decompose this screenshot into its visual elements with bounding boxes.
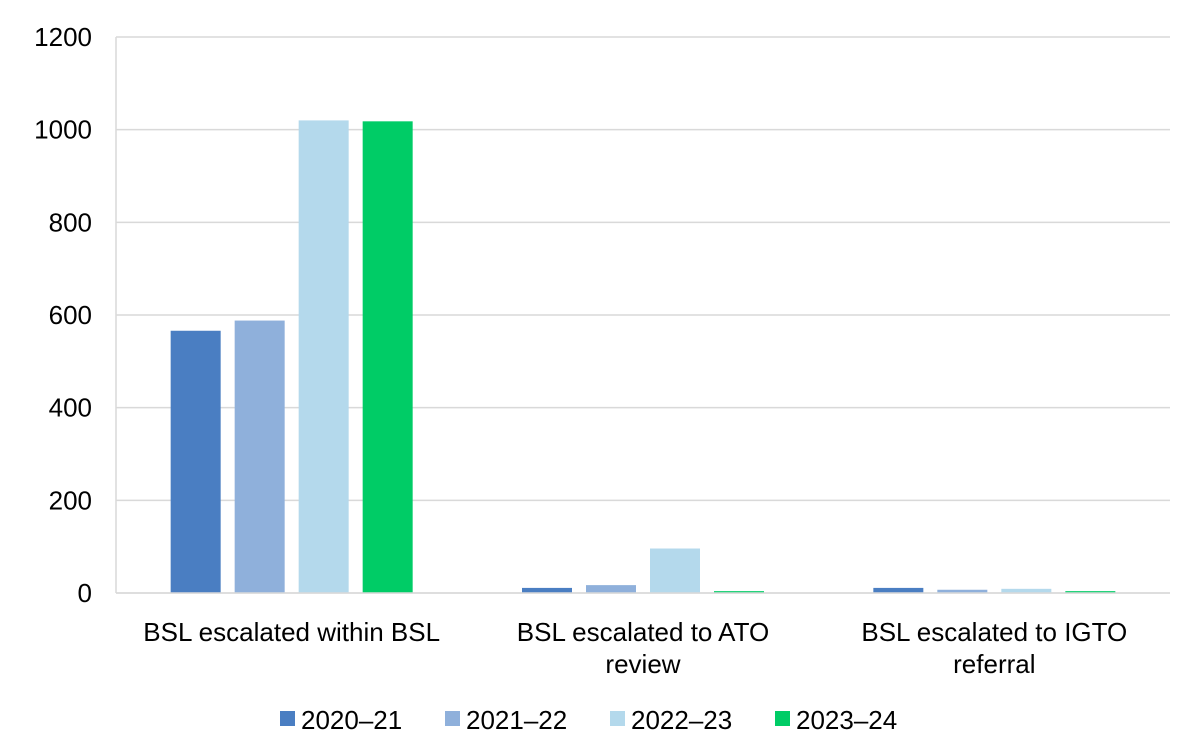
legend-swatch	[280, 711, 295, 726]
y-tick-label: 1200	[34, 22, 92, 52]
x-category-label: review	[605, 649, 680, 679]
legend: 2020–21 2021–22 2022–23 2023–24	[280, 705, 897, 735]
x-category-label: referral	[953, 649, 1035, 679]
bar	[650, 548, 700, 593]
legend-swatch	[610, 711, 625, 726]
legend-label: 2023–24	[796, 705, 897, 735]
bar	[170, 330, 221, 593]
bar	[937, 589, 988, 593]
x-category-label: BSL escalated within BSL	[143, 617, 440, 647]
legend-swatch	[445, 711, 460, 726]
bar	[1001, 588, 1052, 593]
bar	[522, 587, 572, 593]
legend-label: 2020–21	[301, 705, 402, 735]
legend-label: 2021–22	[466, 705, 567, 735]
y-axis: 0 200 400 600 800 1000 1200	[34, 22, 117, 608]
bar	[298, 120, 349, 594]
y-tick-label: 400	[49, 393, 92, 423]
bar	[714, 591, 764, 593]
bar	[586, 585, 636, 593]
y-tick-label: 0	[78, 578, 92, 608]
bar	[873, 587, 924, 593]
bar	[234, 320, 285, 593]
x-category-label: BSL escalated to ATO	[517, 617, 769, 647]
bar	[362, 121, 413, 594]
y-tick-label: 200	[49, 485, 92, 515]
x-category-label: BSL escalated to IGTO	[861, 617, 1127, 647]
bar	[1065, 591, 1116, 593]
gridlines	[116, 36, 1170, 594]
x-axis: BSL escalated within BSL BSL escalated to…	[116, 592, 1170, 679]
legend-swatch	[775, 711, 790, 726]
y-tick-label: 600	[49, 300, 92, 330]
y-tick-label: 800	[49, 207, 92, 237]
y-tick-label: 1000	[34, 115, 92, 145]
bars	[170, 120, 1116, 594]
legend-label: 2022–23	[631, 705, 732, 735]
